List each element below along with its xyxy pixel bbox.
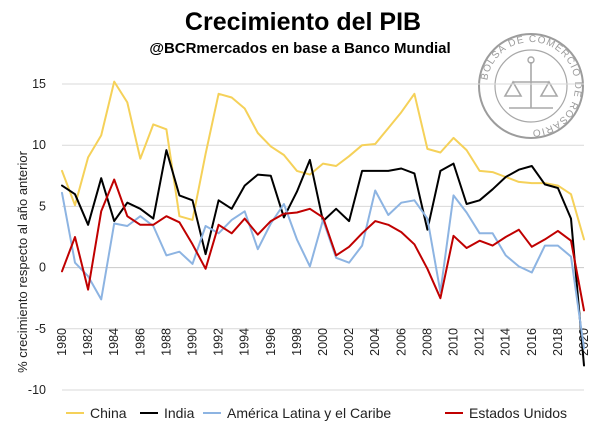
x-tick-label: 1996 [264,328,278,356]
legend-label-1: India [164,405,195,421]
x-tick-label: 1986 [133,328,147,356]
x-axis-ticks: 1980 1982 1984 1986 1988 1990 1992 1994 1996 1998… [55,328,591,356]
y-tick-label: 5 [39,199,46,213]
x-tick-label: 1994 [238,328,252,356]
x-tick-label: 2014 [499,328,513,356]
x-tick-label: 1998 [290,328,304,356]
x-tick-label: 1984 [107,328,121,356]
x-tick-label: 1988 [159,328,173,356]
x-tick-label: 1982 [81,328,95,356]
gridlines [62,83,584,391]
x-tick-label: 2000 [316,328,330,356]
y-axis-ticks: -10 -5 0 5 10 15 [28,77,46,397]
x-tick-label: 2010 [447,328,461,356]
x-tick-label: 2006 [394,328,408,356]
y-tick-label: -5 [35,322,46,336]
x-tick-label: 2018 [551,328,565,356]
series-line-0 [61,80,585,241]
y-tick-label: 10 [32,138,46,152]
x-tick-label: 1990 [186,328,200,356]
x-tick-label: 1980 [55,328,69,356]
legend: China India América Latina y el Caribe Esta… [66,405,567,421]
x-tick-label: 2002 [342,328,356,356]
y-axis-label: % crecimiento respecto al año anterior [15,150,30,373]
legend-label-2: América Latina y el Caribe [227,405,391,421]
y-tick-label: 15 [32,77,46,91]
series-line-3 [61,178,585,312]
bcr-seal-logo: BOLSA DE COMERCIO DE ROSARIO [478,33,584,139]
legend-label-3: Estados Unidos [469,405,567,421]
series-line-2 [61,189,585,350]
chart-subtitle: @BCRmercados en base a Banco Mundial [149,40,450,57]
x-tick-label: 2004 [368,328,382,356]
x-tick-label: 2008 [420,328,434,356]
series-lines [61,80,585,367]
chart-title: Crecimiento del PIB [185,8,421,36]
y-tick-label: 0 [39,261,46,275]
x-tick-label: 2012 [473,328,487,356]
x-tick-label: 2016 [525,328,539,356]
legend-label-0: China [90,405,127,421]
y-tick-label: -10 [28,383,46,397]
x-tick-label: 1992 [212,328,226,356]
